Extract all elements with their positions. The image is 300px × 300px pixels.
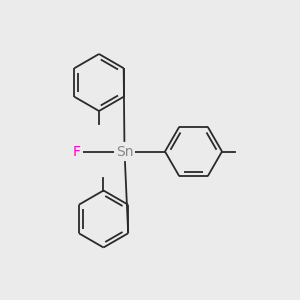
Text: Sn: Sn — [116, 145, 133, 158]
Text: F: F — [73, 145, 80, 158]
